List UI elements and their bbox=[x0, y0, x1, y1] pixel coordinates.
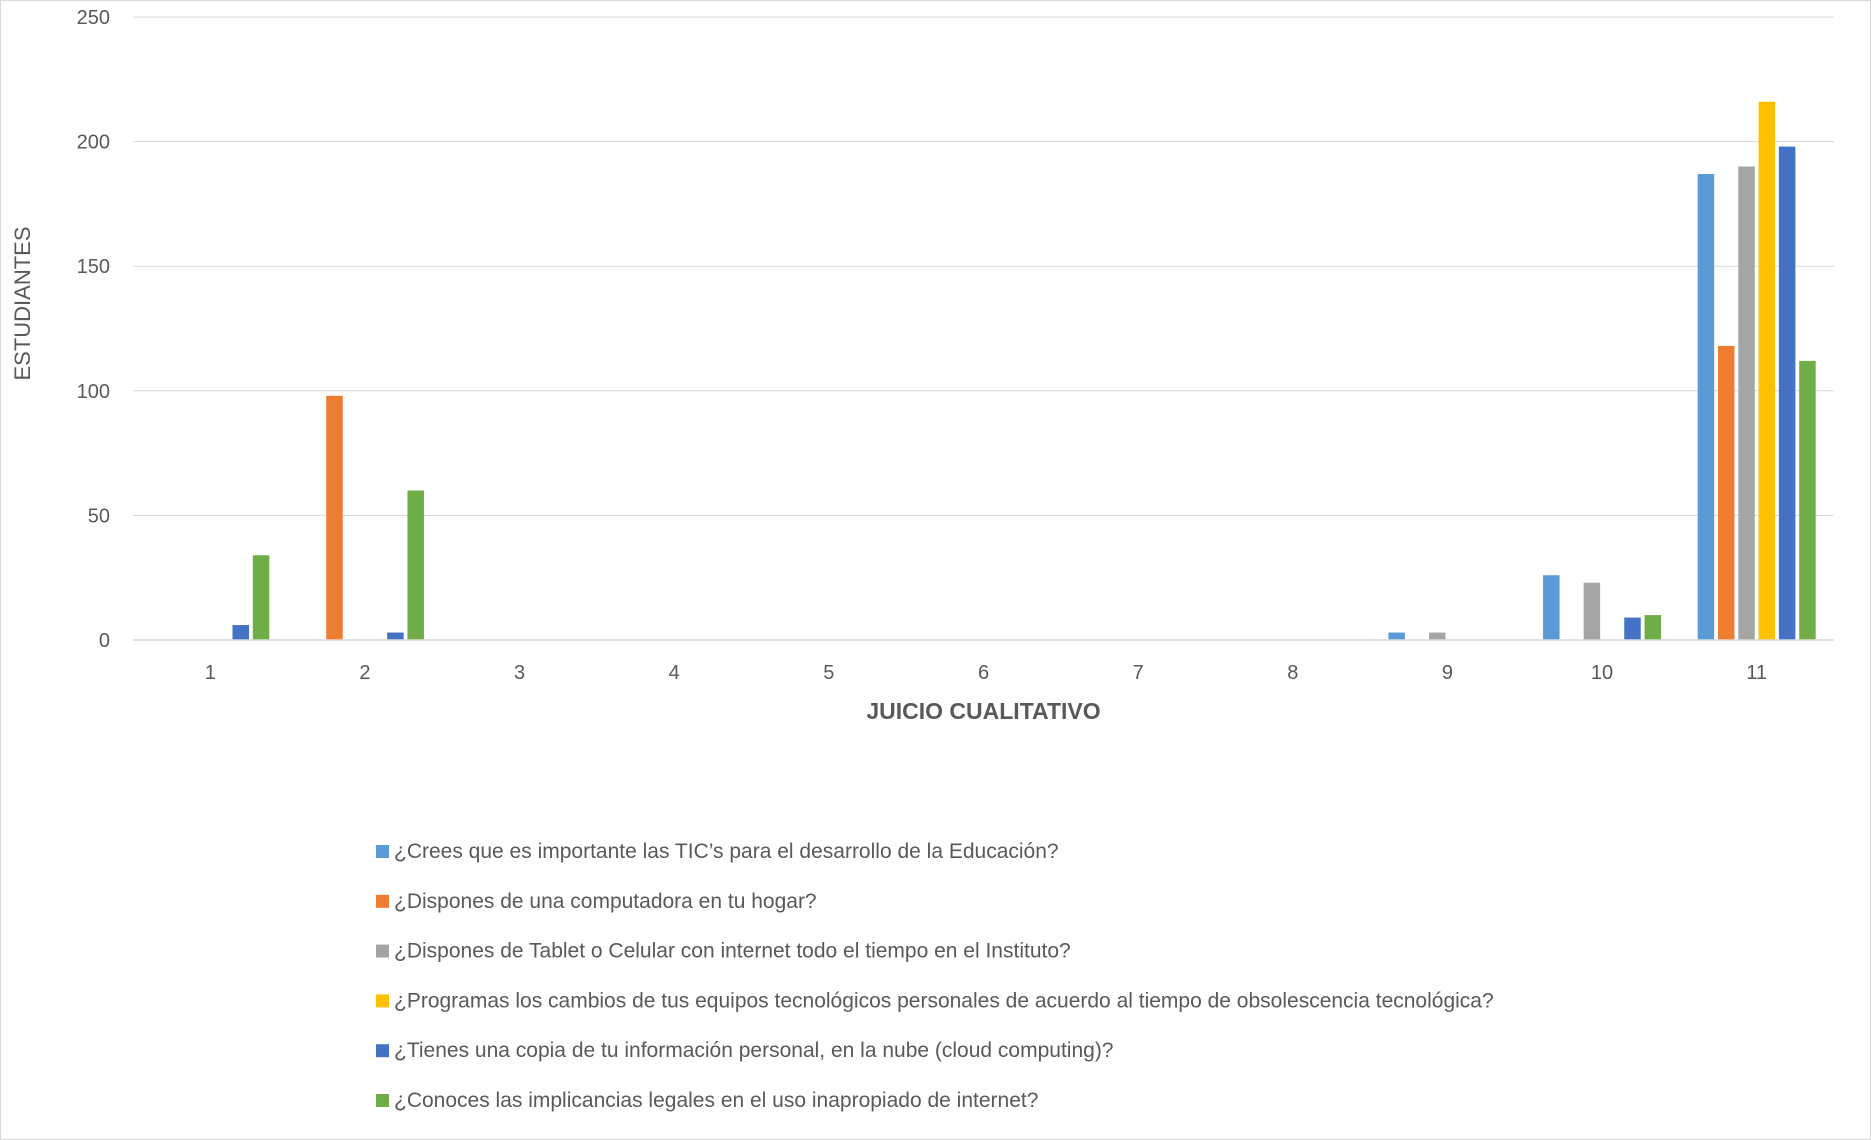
bar-series6-cat10 bbox=[1644, 615, 1662, 640]
x-tick-label: 11 bbox=[1746, 662, 1767, 684]
y-tick-label: 250 bbox=[77, 7, 110, 29]
y-tick-label: 0 bbox=[99, 630, 110, 652]
y-axis-ticks: 0 50 100 150 200 250 bbox=[77, 7, 110, 652]
bar-series3-cat10 bbox=[1583, 582, 1601, 640]
bar-series4-cat11 bbox=[1758, 101, 1776, 640]
x-tick-label: 6 bbox=[978, 662, 989, 684]
legend-label: ¿Dispones de una computadora en tu hogar… bbox=[394, 890, 817, 913]
x-axis-title: JUICIO CUALITATIVO bbox=[866, 698, 1100, 724]
bar-series6-cat1 bbox=[252, 555, 270, 640]
legend-swatch bbox=[376, 994, 389, 1008]
bar-series1-cat9 bbox=[1388, 632, 1405, 640]
legend-label: ¿Crees que es importante las TIC’s para … bbox=[394, 840, 1059, 863]
x-tick-label: 5 bbox=[823, 662, 834, 684]
x-tick-label: 8 bbox=[1287, 662, 1298, 684]
y-axis-title: ESTUDIANTES bbox=[10, 226, 35, 380]
legend-label: ¿Dispones de Tablet o Celular con intern… bbox=[394, 940, 1071, 963]
x-axis-ticks: 1 2 3 4 5 6 7 8 9 10 11 bbox=[205, 662, 1767, 684]
x-tick-label: 2 bbox=[359, 662, 370, 684]
x-tick-label: 7 bbox=[1133, 662, 1144, 684]
x-tick-label: 10 bbox=[1591, 662, 1613, 684]
bar-series5-cat2 bbox=[387, 632, 404, 640]
x-tick-label: 9 bbox=[1442, 662, 1453, 684]
bar-series5-cat11 bbox=[1778, 146, 1796, 641]
bar-series5-cat1 bbox=[232, 625, 250, 640]
y-tick-label: 100 bbox=[77, 381, 110, 403]
legend-swatch bbox=[376, 1044, 389, 1058]
bar-series3-cat9 bbox=[1429, 632, 1446, 640]
bar-series5-cat10 bbox=[1624, 617, 1641, 640]
bar-series1-cat11 bbox=[1697, 173, 1715, 640]
y-tick-label: 150 bbox=[77, 256, 110, 278]
legend: ¿Crees que es importante las TIC’s para … bbox=[376, 840, 1494, 1112]
legend-swatch bbox=[376, 1094, 389, 1107]
bars bbox=[232, 101, 1816, 641]
bar-series6-cat11 bbox=[1799, 360, 1816, 640]
bar-series1-cat10 bbox=[1543, 575, 1560, 640]
bar-series6-cat2 bbox=[407, 490, 424, 640]
y-tick-label: 200 bbox=[77, 132, 110, 154]
bar-series3-cat11 bbox=[1738, 166, 1755, 640]
legend-label: ¿Tienes una copia de tu información pers… bbox=[394, 1039, 1114, 1062]
x-tick-label: 4 bbox=[669, 662, 680, 684]
gridlines bbox=[133, 16, 1834, 516]
x-tick-label: 1 bbox=[205, 662, 216, 684]
bar-series2-cat11 bbox=[1717, 345, 1735, 640]
legend-swatch bbox=[376, 894, 389, 908]
bar-series2-cat2 bbox=[326, 395, 343, 640]
legend-swatch bbox=[376, 845, 389, 858]
y-tick-label: 50 bbox=[88, 505, 110, 527]
x-tick-label: 3 bbox=[514, 662, 525, 684]
legend-label: ¿Conoces las implicancias legales en el … bbox=[394, 1089, 1038, 1112]
legend-label: ¿Programas los cambios de tus equipos te… bbox=[394, 989, 1494, 1012]
legend-swatch bbox=[376, 944, 389, 958]
